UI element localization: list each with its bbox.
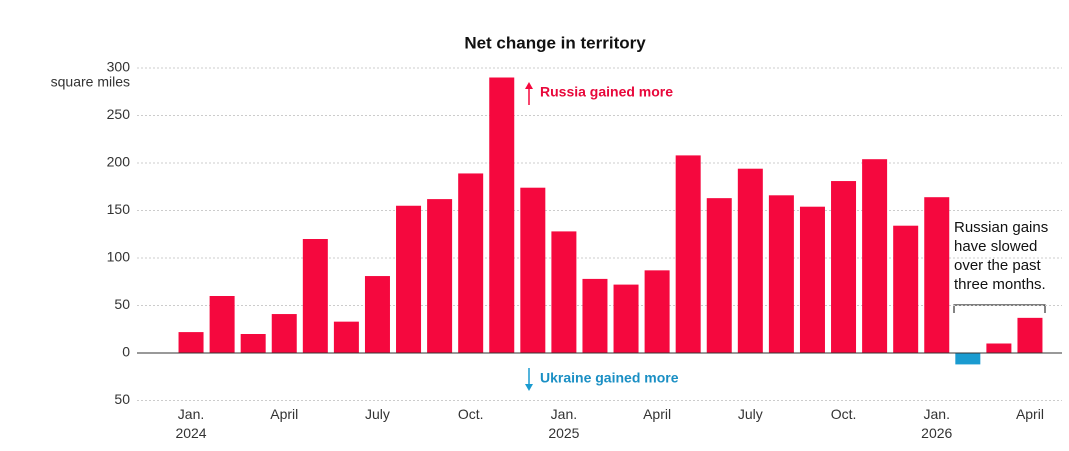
- bar: [333, 321, 359, 353]
- y-tick-label: 200: [107, 154, 131, 170]
- down-arrow: [525, 368, 533, 391]
- y-unit: square miles: [51, 74, 130, 90]
- x-tick-label: July: [365, 406, 390, 422]
- x-tick-label: April: [1015, 406, 1044, 422]
- bar: [862, 159, 888, 353]
- bar: [458, 173, 484, 353]
- annotation-up: Russia gained more: [540, 84, 673, 100]
- bar: [240, 334, 266, 353]
- bar: [955, 353, 981, 365]
- bar: [209, 296, 235, 353]
- bar: [302, 239, 328, 353]
- y-tick-label: 100: [107, 249, 131, 265]
- x-tick-label: Jan. 2024: [175, 406, 207, 441]
- y-tick-label: 150: [107, 201, 131, 217]
- x-tick-label: April: [270, 406, 299, 422]
- bar: [427, 199, 453, 353]
- bar: [520, 187, 546, 353]
- y-tick-label: 50: [114, 296, 130, 312]
- bar: [737, 168, 763, 353]
- x-tick-label: July: [737, 406, 763, 422]
- annotation-down: Ukraine gained more: [540, 370, 679, 386]
- bar: [893, 225, 919, 353]
- bar: [986, 343, 1012, 353]
- bar: [799, 206, 825, 353]
- x-tick-label: Oct.: [830, 406, 857, 422]
- y-tick-label: 50: [114, 391, 130, 407]
- x-tick-label: Jan. 2025: [548, 406, 580, 441]
- bracket: [953, 304, 1046, 313]
- up-arrow: [525, 82, 533, 105]
- bar: [831, 181, 857, 353]
- bar: [768, 195, 794, 353]
- y-tick-label: 300: [107, 59, 131, 75]
- bar: [271, 314, 297, 353]
- bar: [551, 231, 577, 353]
- x-tick-label: April: [643, 406, 672, 422]
- chart-title: Net change in territory: [464, 33, 646, 52]
- bar: [924, 197, 950, 353]
- annotation-note: Russian gains have slowed over the past …: [954, 219, 1049, 293]
- bar: [364, 276, 390, 353]
- bar: [706, 198, 732, 353]
- y-tick-label: 250: [107, 106, 131, 122]
- bar: [613, 284, 639, 353]
- bar: [675, 155, 701, 353]
- x-tick-label: Oct.: [457, 406, 484, 422]
- bar: [1017, 317, 1043, 353]
- y-tick-label: 0: [122, 344, 130, 360]
- bar: [644, 270, 670, 353]
- bar: [178, 332, 204, 353]
- x-tick-label: Jan. 2026: [921, 406, 953, 441]
- bar: [396, 205, 422, 353]
- bar: [582, 278, 608, 353]
- bar: [489, 77, 515, 353]
